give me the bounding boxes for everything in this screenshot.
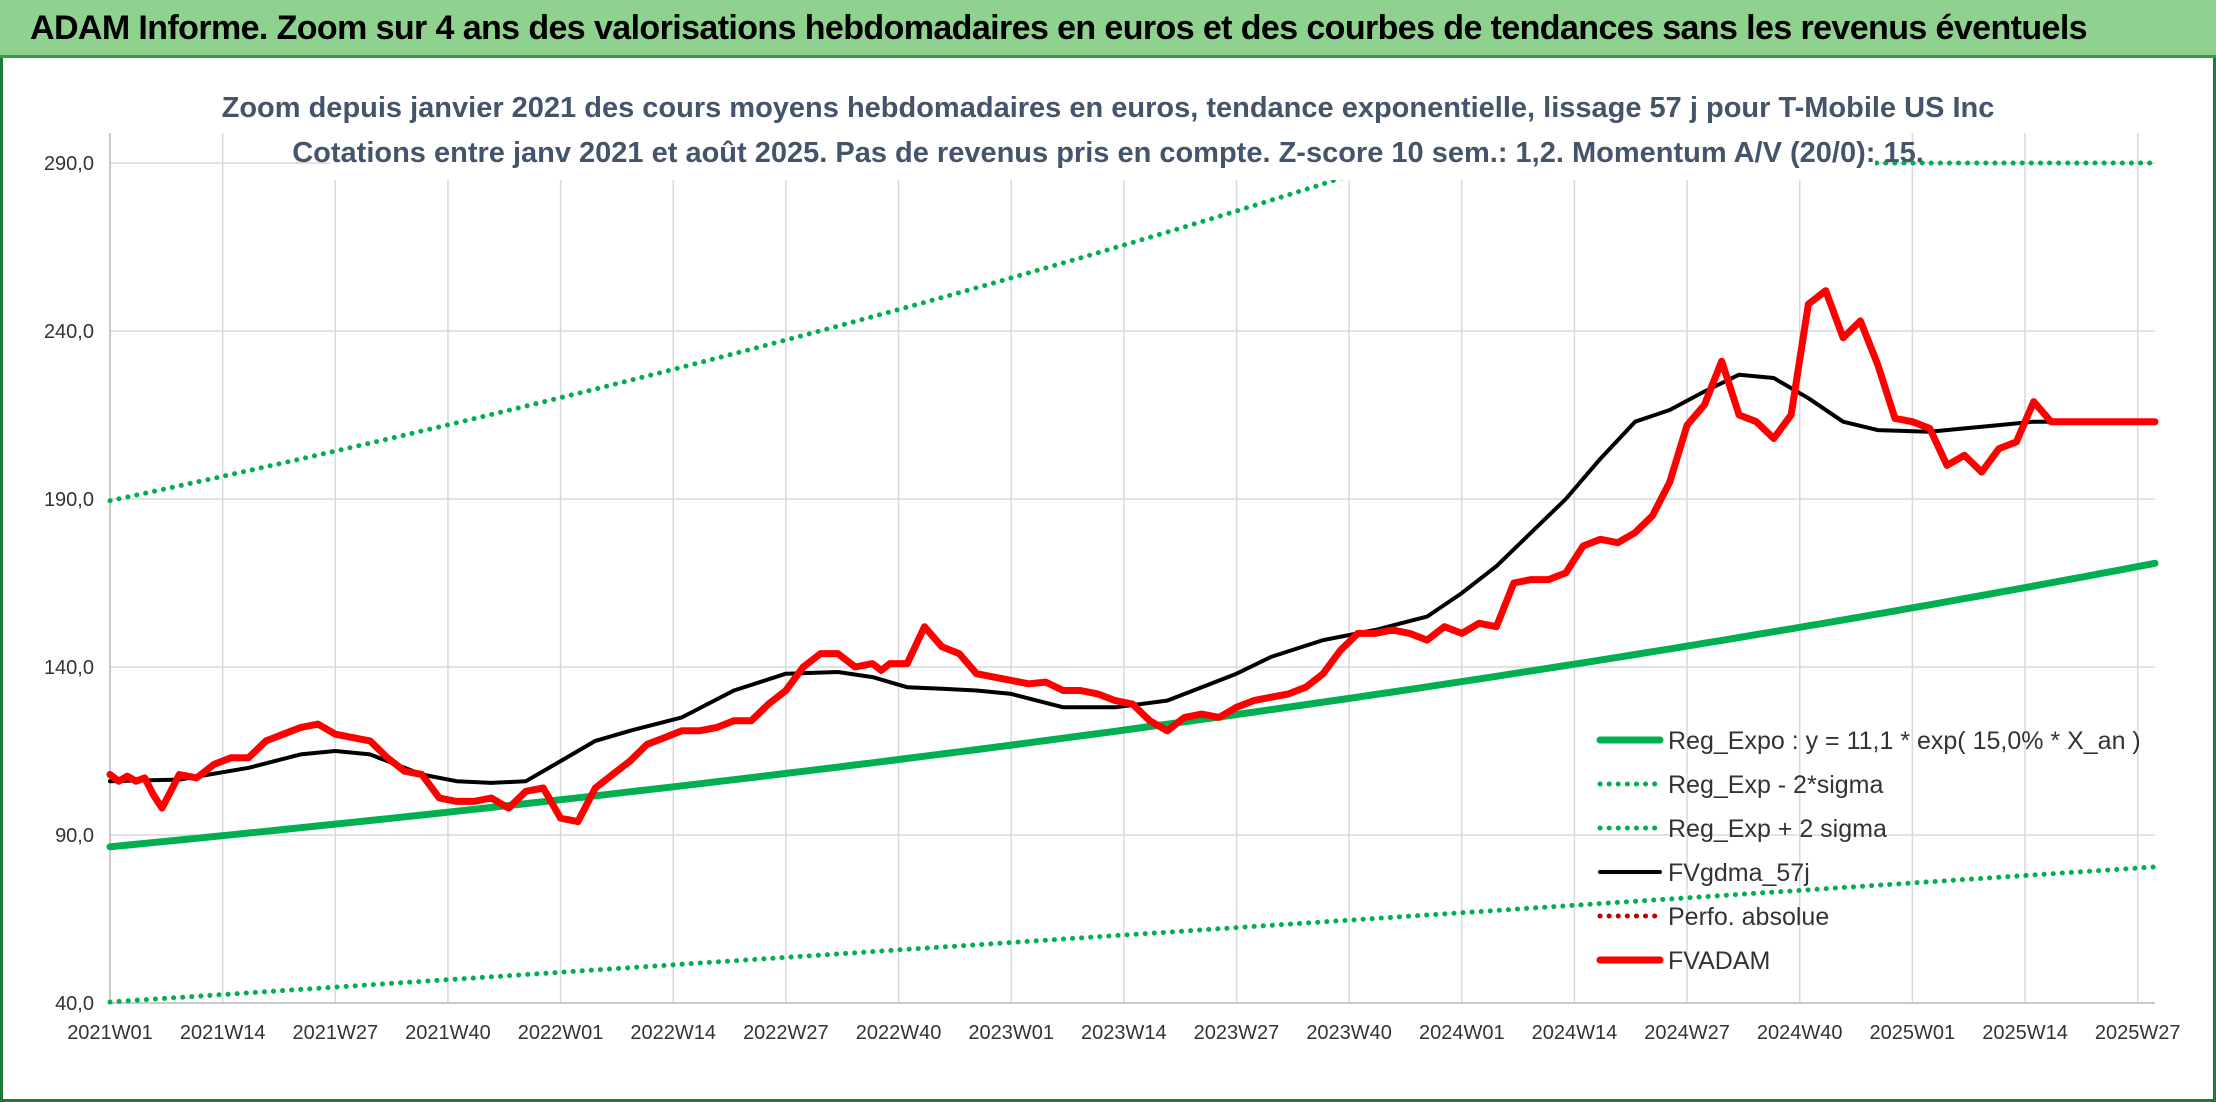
x-tick-label: 2023W14 <box>1081 1022 1167 1044</box>
series-line-fvadam <box>106 287 2159 826</box>
banner: ADAM Informe. Zoom sur 4 ans des valoris… <box>0 0 2216 58</box>
chart-subtitle: Cotations entre janv 2021 et août 2025. … <box>292 137 1924 169</box>
y-tick-label: 40,0 <box>55 993 94 1015</box>
x-tick-label: 2022W14 <box>630 1022 716 1044</box>
legend-label: FVADAM <box>1668 947 1770 975</box>
y-tick-label: 190,0 <box>44 489 94 511</box>
grid <box>109 133 2155 1004</box>
y-tick-label: 290,0 <box>44 153 94 175</box>
legend-label: Reg_Exp + 2 sigma <box>1668 815 1887 843</box>
legend-label: Reg_Exp - 2*sigma <box>1668 771 1883 799</box>
legend-label: Reg_Expo : y = 11,1 * exp( 15,0% * X_an … <box>1668 727 2141 755</box>
chart-title: Zoom depuis janvier 2021 des cours moyen… <box>222 92 1995 124</box>
y-tick-label: 140,0 <box>44 657 94 679</box>
x-tick-label: 2022W01 <box>518 1022 604 1044</box>
y-axis: 40,0 90,0 140,0 190,0 240,0 290,0 <box>44 153 94 1015</box>
series-line-reg_expo <box>106 559 2159 851</box>
subtitle-background <box>330 82 1875 180</box>
legend-label: FVgdma_57j <box>1668 859 1810 887</box>
x-axis: 2021W01 2021W14 2021W27 2021W40 2022W01 2022W… <box>67 1022 2180 1044</box>
legend-label: Perfo. absolue <box>1668 903 1829 931</box>
series-line-fvgdma_57j <box>108 372 2157 785</box>
x-tick-label: 2025W01 <box>1870 1022 1956 1044</box>
banner-title: ADAM Informe. Zoom sur 4 ans des valoris… <box>30 9 2088 47</box>
legend: Reg_Expo : y = 11,1 * exp( 15,0% * X_an … <box>1596 727 2141 975</box>
x-tick-label: 2022W40 <box>856 1022 942 1044</box>
x-tick-label: 2025W27 <box>2095 1022 2181 1044</box>
x-tick-label: 2024W14 <box>1532 1022 1618 1044</box>
x-tick-label: 2024W01 <box>1419 1022 1505 1044</box>
y-tick-label: 90,0 <box>55 825 94 847</box>
x-tick-label: 2023W27 <box>1194 1022 1280 1044</box>
x-tick-label: 2024W27 <box>1644 1022 1730 1044</box>
x-tick-label: 2021W27 <box>292 1022 378 1044</box>
x-tick-label: 2025W14 <box>1982 1022 2068 1044</box>
x-tick-label: 2021W01 <box>67 1022 153 1044</box>
x-tick-label: 2021W40 <box>405 1022 491 1044</box>
x-tick-label: 2023W01 <box>968 1022 1054 1044</box>
series-line-reg_exp <box>107 864 2158 1005</box>
y-tick-label: 240,0 <box>44 321 94 343</box>
x-tick-label: 2022W27 <box>743 1022 829 1044</box>
x-tick-label: 2023W40 <box>1306 1022 1392 1044</box>
x-tick-label: 2021W14 <box>180 1022 266 1044</box>
x-tick-label: 2024W40 <box>1757 1022 1843 1044</box>
chart-frame <box>0 58 2216 1102</box>
series-layer <box>106 160 2159 1005</box>
